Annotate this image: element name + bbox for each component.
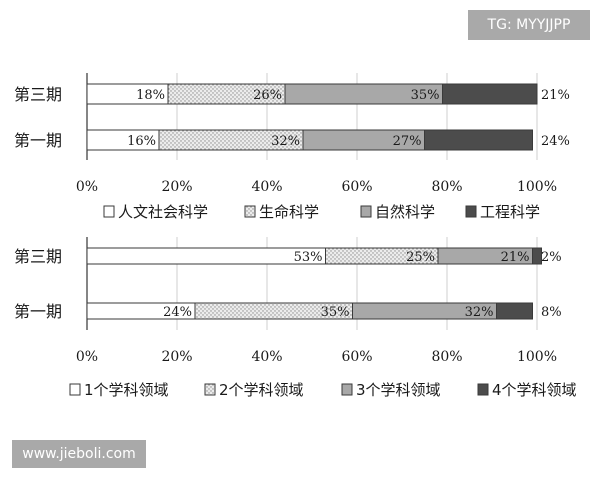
data-label: 24%	[541, 134, 570, 149]
legend-label: 3个学科领域	[356, 381, 441, 399]
legend-swatch	[244, 205, 256, 218]
category-label: 第一期	[14, 302, 62, 321]
x-tick-label: 20%	[161, 349, 192, 365]
x-tick-label: 100%	[517, 179, 557, 195]
legend-swatch	[341, 383, 353, 396]
x-tick-label: 80%	[431, 179, 462, 195]
legend-swatch	[360, 205, 372, 218]
x-tick-label: 80%	[431, 349, 462, 365]
category-label: 第三期	[14, 85, 62, 104]
legend-swatch	[103, 205, 115, 218]
x-tick-label: 60%	[341, 179, 372, 195]
data-label: 2%	[541, 250, 562, 265]
bar-segment	[532, 247, 542, 265]
legend-swatch	[204, 383, 216, 396]
bar-segment	[496, 302, 533, 320]
x-tick-label: 100%	[517, 349, 557, 365]
data-label: 32%	[465, 305, 494, 320]
data-label: 21%	[541, 88, 570, 103]
data-label: 21%	[501, 250, 530, 265]
legend-swatch	[465, 205, 477, 218]
legend-label: 2个学科领域	[219, 381, 304, 399]
data-label: 24%	[163, 305, 192, 320]
data-label: 18%	[136, 88, 165, 103]
legend-label: 自然科学	[375, 203, 435, 221]
x-tick-label: 20%	[161, 179, 192, 195]
data-label: 53%	[294, 250, 323, 265]
legend-swatch	[69, 383, 81, 396]
bar-segment	[442, 83, 538, 105]
data-label: 16%	[127, 134, 156, 149]
data-label: 35%	[411, 88, 440, 103]
x-tick-label: 40%	[251, 179, 282, 195]
bar-segment	[86, 247, 326, 265]
category-label: 第三期	[14, 247, 62, 266]
legend-label: 1个学科领域	[84, 381, 169, 399]
data-label: 35%	[321, 305, 350, 320]
data-label: 27%	[393, 134, 422, 149]
watermark-top: TG: MYYJJPP	[468, 10, 590, 40]
x-tick-label: 0%	[76, 179, 98, 195]
data-label: 32%	[271, 134, 300, 149]
legend-label: 4个学科领域	[492, 381, 577, 399]
legend-label: 人文社会科学	[118, 203, 208, 221]
x-tick-label: 60%	[341, 349, 372, 365]
bar-segment	[424, 129, 533, 151]
data-label: 25%	[406, 250, 435, 265]
data-label: 8%	[541, 305, 562, 320]
data-label: 26%	[253, 88, 282, 103]
legend-label: 工程科学	[480, 203, 540, 221]
x-tick-label: 40%	[251, 349, 282, 365]
category-label: 第一期	[14, 131, 62, 150]
watermark-bottom: www.jieboli.com	[12, 440, 146, 468]
legend-swatch	[477, 383, 489, 396]
x-tick-label: 0%	[76, 349, 98, 365]
legend-label: 生命科学	[259, 203, 319, 221]
